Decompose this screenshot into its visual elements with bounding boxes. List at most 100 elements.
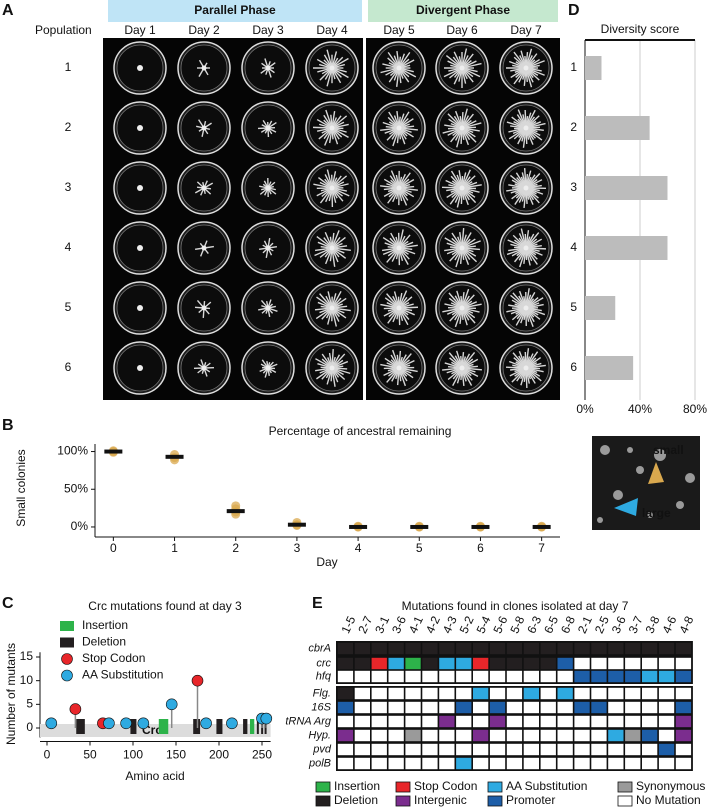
colony-arm xyxy=(386,293,400,309)
petri-dish xyxy=(241,101,295,155)
grid-cell xyxy=(473,757,489,770)
colony-blob xyxy=(600,445,610,455)
colony-center xyxy=(201,125,207,131)
colony-arm xyxy=(461,62,482,69)
y-axis-label: Small colonies xyxy=(14,449,28,526)
colony-arm xyxy=(331,307,351,312)
colony-center xyxy=(137,365,143,371)
colony-arm xyxy=(331,290,342,309)
grid-cell xyxy=(540,729,556,742)
lollipop-head xyxy=(69,703,82,715)
colony-arm xyxy=(461,67,481,78)
colony-arm xyxy=(380,303,400,309)
grid-cell xyxy=(489,743,506,756)
grid-cell xyxy=(371,715,387,728)
petri-dish xyxy=(499,341,553,395)
clone-label: 3-6 xyxy=(389,614,409,636)
x-tick-label: 250 xyxy=(252,748,272,762)
colony-arm xyxy=(443,67,463,78)
grid-cell xyxy=(574,757,590,770)
clone-label: 6-8 xyxy=(558,614,578,636)
grid-cell xyxy=(506,657,523,670)
grid-cell xyxy=(473,657,489,670)
grid-cell xyxy=(354,642,370,655)
colony-arm xyxy=(331,127,349,138)
y-tick-label: 50% xyxy=(64,481,88,495)
colony-arm xyxy=(461,240,481,249)
petri-dish xyxy=(177,341,231,395)
arrowhead xyxy=(614,498,638,516)
legend-label: AA Substitution xyxy=(506,779,587,793)
colony-center xyxy=(329,365,335,371)
colony-arm xyxy=(448,297,463,309)
y-tick-label: 10 xyxy=(20,673,34,687)
grid-cell xyxy=(439,729,455,742)
grid-cell xyxy=(591,715,607,728)
petri-dish xyxy=(241,161,295,215)
colony-arm xyxy=(398,51,411,69)
legend-swatch xyxy=(487,781,503,793)
colony-arm xyxy=(319,67,333,81)
photo-block xyxy=(103,38,363,400)
colony-arm xyxy=(324,127,333,146)
colony-center xyxy=(201,245,207,251)
grid-cell xyxy=(337,687,354,700)
colony-blob xyxy=(636,466,644,474)
grid-cell xyxy=(625,642,641,655)
grid-cell xyxy=(489,701,506,714)
petri-dish xyxy=(113,281,167,335)
lollipop-head xyxy=(103,717,115,730)
petri-dish xyxy=(177,221,231,275)
grid-cell xyxy=(608,757,624,770)
clone-label: 5-2 xyxy=(457,614,477,636)
grid-cell xyxy=(371,687,387,700)
clone-label: 2-5 xyxy=(592,614,612,636)
grid-cell xyxy=(456,715,472,728)
grid-cell xyxy=(625,757,641,770)
chart-title: Crc mutations found at day 3 xyxy=(88,599,242,613)
colony-arm xyxy=(319,187,333,204)
grid-cell xyxy=(473,743,489,756)
grid-cell xyxy=(523,743,539,756)
grid-cell xyxy=(557,715,573,728)
colony-arm xyxy=(461,127,477,143)
petri-dish xyxy=(372,161,426,215)
grid-cell xyxy=(557,670,573,683)
lollipop-head xyxy=(260,712,273,725)
colony-arm xyxy=(326,169,333,189)
colony-center xyxy=(523,125,529,131)
grid-cell xyxy=(540,701,556,714)
colony-arm xyxy=(326,49,333,69)
colony-center xyxy=(523,185,529,191)
grid-cell xyxy=(506,670,523,683)
petri-dish xyxy=(435,161,489,215)
phase-label: Divergent Phase xyxy=(416,3,510,17)
colony-arm xyxy=(331,67,349,79)
day-label: Day 7 xyxy=(510,23,542,37)
grid-cell xyxy=(456,657,472,670)
region xyxy=(193,719,201,734)
colony-center xyxy=(137,125,143,131)
grid-cell xyxy=(456,642,472,655)
grid-cell xyxy=(371,701,387,714)
grid-cell xyxy=(506,715,523,728)
grid-cell xyxy=(422,657,438,670)
median-bar xyxy=(410,524,429,529)
grid-cell xyxy=(540,670,556,683)
grid-cell xyxy=(523,687,539,700)
grid-title: Mutations found in clones isolated at da… xyxy=(402,599,629,613)
x-tick-label: 150 xyxy=(166,748,186,762)
x-tick-label: 6 xyxy=(477,541,484,555)
grid-cell xyxy=(388,715,404,728)
colony-arm xyxy=(398,350,402,369)
median-bar xyxy=(349,524,368,529)
colony-center xyxy=(459,65,465,71)
grid-cell xyxy=(354,715,370,728)
grid-cell xyxy=(675,670,692,683)
grid-cell xyxy=(506,729,523,742)
grid-cell xyxy=(658,729,675,742)
grid-cell xyxy=(658,642,675,655)
colony-center xyxy=(396,365,402,371)
row-label: 16S xyxy=(311,701,331,713)
median-bar xyxy=(532,524,551,529)
